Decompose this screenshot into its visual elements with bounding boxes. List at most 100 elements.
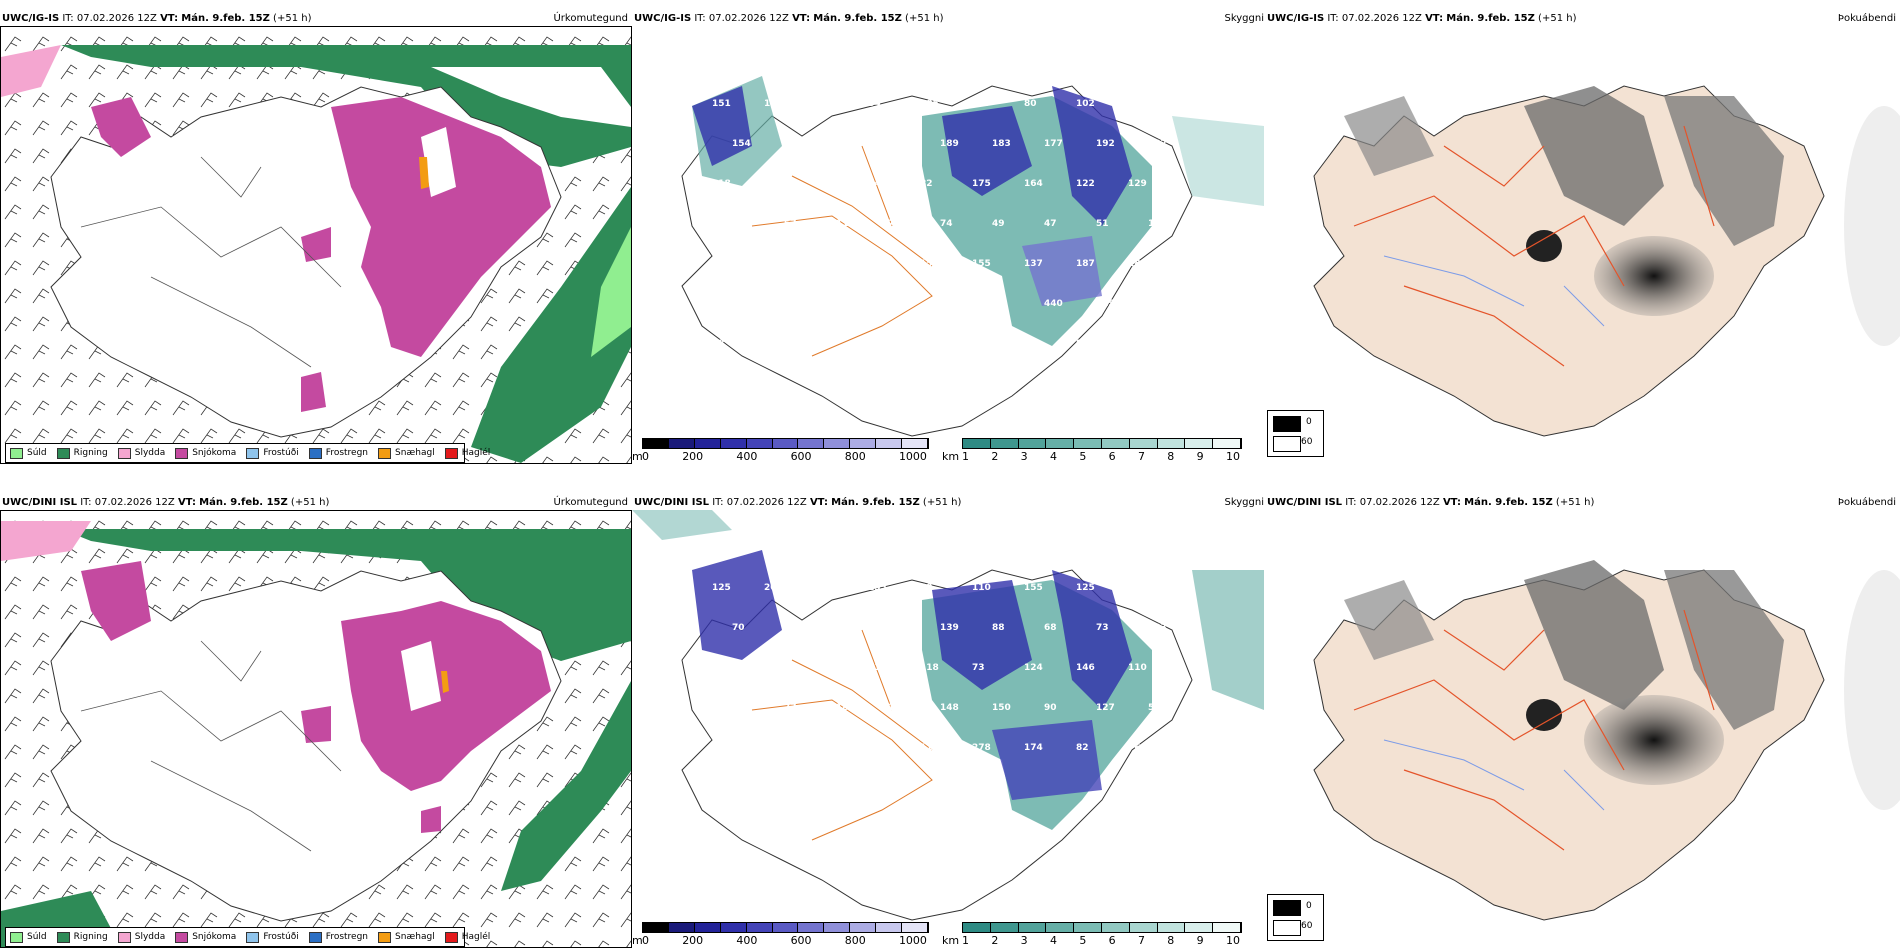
ceiling-value-label: 153 — [764, 99, 783, 109]
ceiling-value-label: 151 — [712, 99, 731, 109]
ceiling-value-label: 135 — [732, 219, 751, 229]
ceiling-color-step — [643, 923, 669, 932]
ceiling-value-label: 127 — [1096, 703, 1115, 713]
fog-min-label: 60 — [1301, 921, 1313, 931]
ceiling-value-label: 98 — [764, 179, 777, 189]
ceiling-value-label: 525 — [1148, 703, 1167, 713]
ceiling-value-label: 137 — [1024, 259, 1043, 269]
legend-item-5: Frostregn — [308, 931, 368, 943]
ceiling-value-label: 74 — [940, 219, 953, 229]
ceiling-unit: m — [632, 450, 643, 463]
visibility-color-step — [1074, 923, 1102, 932]
legend-label: Frostregn — [325, 448, 369, 458]
ceiling-value-label: 150 — [992, 703, 1011, 713]
ceiling-value-label: 39 — [784, 139, 797, 149]
ceiling-tick-label: 400 — [736, 934, 758, 947]
legend-item-7: Haglél — [444, 931, 491, 943]
ceiling-value-label: 69 — [836, 623, 849, 633]
visibility-tick-label: 4 — [1049, 934, 1057, 947]
cloud-title: Skyggni — [1224, 497, 1264, 508]
ceiling-value-label: 36 — [836, 783, 849, 793]
visibility-unit: km — [942, 450, 960, 463]
legend-label: Haglél — [461, 932, 491, 942]
vt-value: Mán. 9.feb. 15Z — [199, 497, 288, 508]
legend-swatch — [444, 931, 458, 943]
it-value: 07.02.2026 12Z — [1341, 13, 1422, 24]
visibility-color-step — [1018, 923, 1047, 932]
ceiling-value-label: 284 — [1128, 259, 1147, 269]
ceiling-value-label: 125 — [712, 583, 731, 593]
ceiling-value-label: 110 — [1128, 663, 1147, 673]
cloud-panel-top: UWC/IG-IS IT: 07.02.2026 12Z VT: Mán. 9.… — [632, 12, 1324, 464]
ceiling-value-label: 125 — [1096, 299, 1115, 309]
ceiling-value-label: 278 — [972, 743, 991, 753]
ceiling-tick-label: 0 — [642, 934, 649, 947]
ceiling-value-label: 227 — [784, 299, 803, 309]
visibility-colorbar: km 1 2 3 4 5 6 7 8 9 10 — [942, 922, 1242, 952]
ceiling-value-label: 139 — [940, 623, 959, 633]
ceiling-color-step — [746, 439, 773, 448]
ceiling-value-label: 103 — [1148, 219, 1167, 229]
legend-swatch — [56, 447, 70, 459]
it-prefix: IT: — [62, 13, 74, 24]
legend-swatch — [10, 447, 23, 459]
fog-swatch-light — [1273, 920, 1301, 936]
lead-time: (+51 h) — [1538, 13, 1577, 24]
legend-swatch — [117, 447, 131, 459]
legend-item-1: Rigning — [56, 931, 108, 943]
ceiling-value-label: 187 — [1076, 259, 1095, 269]
legend-label: Frostúði — [263, 448, 299, 458]
visibility-tick-label: 9 — [1196, 934, 1204, 947]
vt-prefix: VT: — [1442, 497, 1461, 508]
legend-label: Rigning — [73, 448, 108, 458]
visibility-color-step — [1046, 439, 1075, 448]
legend-item-6: Snæhagl — [378, 931, 435, 943]
visibility-color-step — [963, 923, 991, 932]
lead-time: (+51 h) — [905, 13, 944, 24]
ceiling-value-label: 112 — [920, 743, 939, 753]
ceiling-value-label: 56 — [888, 623, 901, 633]
ceiling-color-step — [798, 923, 825, 932]
legend-item-1: Rigning — [56, 447, 108, 459]
ceiling-color-step — [824, 439, 851, 448]
visibility-tick-label: 7 — [1137, 450, 1145, 463]
precip-map-frame: Súld Rigning Slydda Snjókoma Frostúði Frostre… — [0, 510, 632, 948]
visibility-tick-label: 8 — [1167, 934, 1175, 947]
ceiling-value-label: 129 — [1128, 179, 1147, 189]
legend-label: Snjókoma — [192, 932, 237, 942]
ceiling-value-label: 88 — [992, 623, 1005, 633]
ceiling-color-step — [694, 439, 721, 448]
cloud-map: 151 153 178 84 105 127 80 102 84 154 39 97 70 189 183 1… — [681, 76, 1264, 437]
ceiling-value-label: 82 — [920, 179, 933, 189]
ceiling-value-label: 181 — [712, 743, 731, 753]
ceiling-value-label: 125 — [1076, 583, 1095, 593]
model-label: UWC/IG-IS — [2, 13, 60, 24]
visibility-tick-label: 3 — [1020, 450, 1028, 463]
panel-header: UWC/IG-IS IT: 07.02.2026 12Z VT: Mán. 9.… — [634, 12, 943, 26]
visibility-tick-label: 10 — [1225, 934, 1240, 947]
ceiling-value-label: 70 — [732, 623, 745, 633]
panel-header: UWC/DINI ISL IT: 07.02.2026 12Z VT: Mán.… — [1267, 496, 1594, 510]
fog-title: Þokuábendi — [1837, 497, 1896, 508]
legend-item-2: Slydda — [117, 447, 165, 459]
visibility-color-step — [1074, 439, 1102, 448]
vt-prefix: VT: — [1425, 13, 1444, 24]
ceiling-value-label: 180 — [836, 703, 855, 713]
legend-label: Snjókoma — [192, 448, 237, 458]
it-prefix: IT: — [694, 13, 706, 24]
legend-swatch — [117, 931, 131, 943]
ceiling-value-label: 440 — [1044, 299, 1063, 309]
ceiling-value-label: 73 — [1096, 623, 1109, 633]
fog-panel-bottom: UWC/DINI ISL IT: 07.02.2026 12Z VT: Mán.… — [1264, 496, 1900, 936]
legend-label: Rigning — [73, 932, 108, 942]
visibility-color-step — [1101, 923, 1130, 932]
ceiling-value-label: 85 — [1076, 339, 1089, 349]
lead-time: (+51 h) — [922, 497, 962, 508]
visibility-tick-label: 4 — [1049, 450, 1057, 463]
fog-max-label: 0 — [1306, 417, 1312, 427]
legend-swatch — [444, 447, 458, 459]
visibility-color-step — [1185, 923, 1214, 932]
ceiling-value-label: 110 — [972, 583, 991, 593]
visibility-color-step — [1157, 923, 1186, 932]
precip-title: Úrkomutegund — [553, 13, 628, 24]
